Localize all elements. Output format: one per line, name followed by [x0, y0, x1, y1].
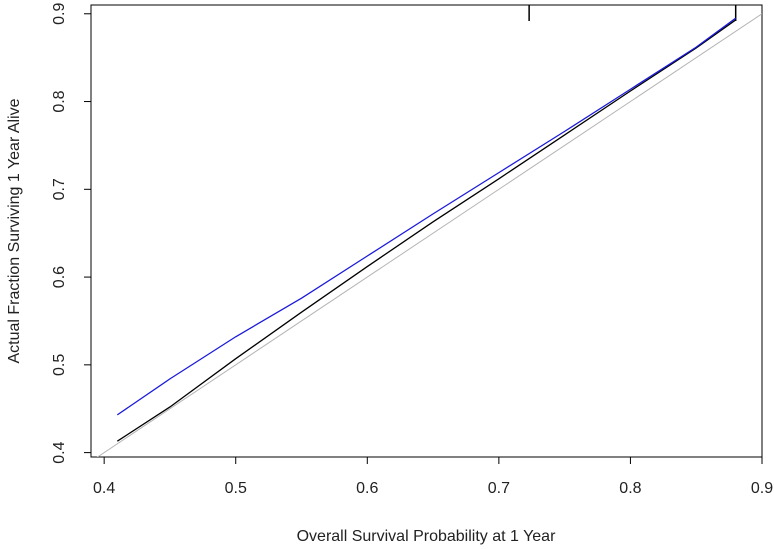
y-tick-label: 0.9: [51, 3, 68, 25]
y-tick-label: 0.5: [51, 354, 68, 376]
y-tick-label: 0.8: [51, 90, 68, 112]
y-axis: 0.4 0.5 0.6 0.7 0.8 0.9: [51, 3, 91, 464]
y-tick-label: 0.6: [51, 266, 68, 288]
plot-frame: [90, 4, 763, 458]
x-axis: 0.4 0.5 0.6 0.7 0.8 0.9: [93, 457, 773, 497]
x-tick-label: 0.7: [488, 480, 510, 497]
series-line-blue: [116, 17, 737, 416]
y-tick-label: 0.4: [51, 441, 68, 463]
reference-diagonal-line: [96, 13, 762, 457]
y-tick-label: 0.7: [51, 178, 68, 200]
series-layer: [96, 13, 762, 457]
rug-marks: [528, 5, 737, 21]
x-tick-label: 0.4: [93, 480, 115, 497]
x-tick-label: 0.9: [751, 480, 773, 497]
x-axis-title: Overall Survival Probability at 1 Year: [297, 528, 556, 545]
x-tick-label: 0.5: [225, 480, 247, 497]
series-line-black: [116, 19, 737, 442]
y-axis-title: Actual Fraction Surviving 1 Year Alive: [6, 98, 23, 363]
x-tick-label: 0.6: [356, 480, 378, 497]
x-tick-label: 0.8: [619, 480, 641, 497]
